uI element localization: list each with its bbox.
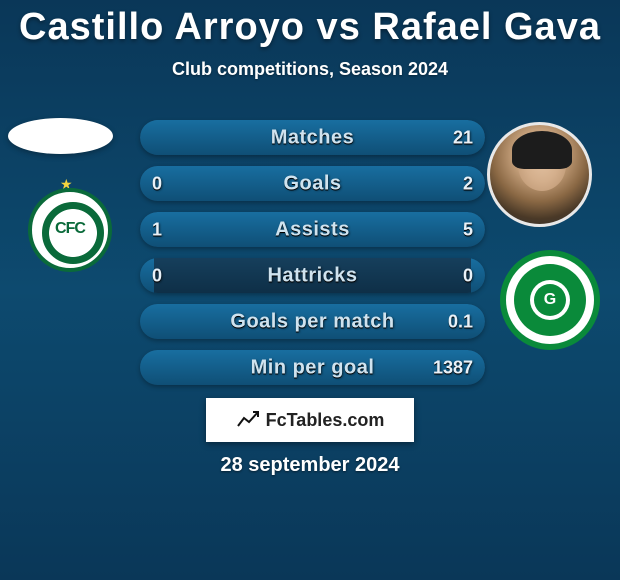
bar-assists: 1 Assists 5 bbox=[140, 212, 485, 247]
bar-matches-label: Matches bbox=[271, 126, 355, 149]
bar-assists-left-value: 1 bbox=[152, 219, 162, 240]
bar-matches: Matches 21 bbox=[140, 120, 485, 155]
bar-gpm-right-value: 0.1 bbox=[448, 311, 473, 332]
goias-core-icon: G bbox=[534, 284, 566, 316]
right-club-badge: G bbox=[500, 250, 600, 350]
bar-hattricks-right-value: 0 bbox=[463, 265, 473, 286]
bar-hattricks-left-value: 0 bbox=[152, 265, 162, 286]
bar-mpg: Min per goal 1387 bbox=[140, 350, 485, 385]
bar-gpm-label: Goals per match bbox=[230, 310, 394, 333]
date-text: 28 september 2024 bbox=[0, 454, 620, 477]
bar-assists-label: Assists bbox=[275, 218, 350, 241]
bar-goals-right-value: 2 bbox=[463, 173, 473, 194]
bar-mpg-right-value: 1387 bbox=[433, 357, 473, 378]
chart-icon bbox=[236, 410, 260, 430]
bar-gpm: Goals per match 0.1 bbox=[140, 304, 485, 339]
left-club-badge: ★ bbox=[20, 178, 120, 264]
bar-assists-right-value: 5 bbox=[463, 219, 473, 240]
subtitle: Club competitions, Season 2024 bbox=[0, 59, 620, 80]
fctables-text: FcTables.com bbox=[266, 410, 385, 431]
bar-hattricks-right-fill bbox=[471, 258, 485, 293]
bar-goals: 0 Goals 2 bbox=[140, 166, 485, 201]
bar-goals-label: Goals bbox=[283, 172, 341, 195]
bar-mpg-left-fill bbox=[140, 350, 154, 385]
infographic-root: Castillo Arroyo vs Rafael Gava Club comp… bbox=[0, 0, 620, 580]
bar-goals-left-value: 0 bbox=[152, 173, 162, 194]
page-title: Castillo Arroyo vs Rafael Gava bbox=[0, 0, 620, 49]
right-player-avatar bbox=[487, 122, 592, 227]
coritiba-badge-icon bbox=[28, 188, 112, 272]
bar-mpg-label: Min per goal bbox=[251, 356, 375, 379]
bar-hattricks: 0 Hattricks 0 bbox=[140, 258, 485, 293]
bar-hattricks-label: Hattricks bbox=[267, 264, 357, 287]
fctables-logo: FcTables.com bbox=[206, 398, 414, 442]
left-player-avatar bbox=[8, 118, 113, 154]
bar-gpm-left-fill bbox=[140, 304, 154, 339]
bar-assists-left-fill bbox=[140, 212, 199, 247]
bar-matches-right-value: 21 bbox=[453, 127, 473, 148]
